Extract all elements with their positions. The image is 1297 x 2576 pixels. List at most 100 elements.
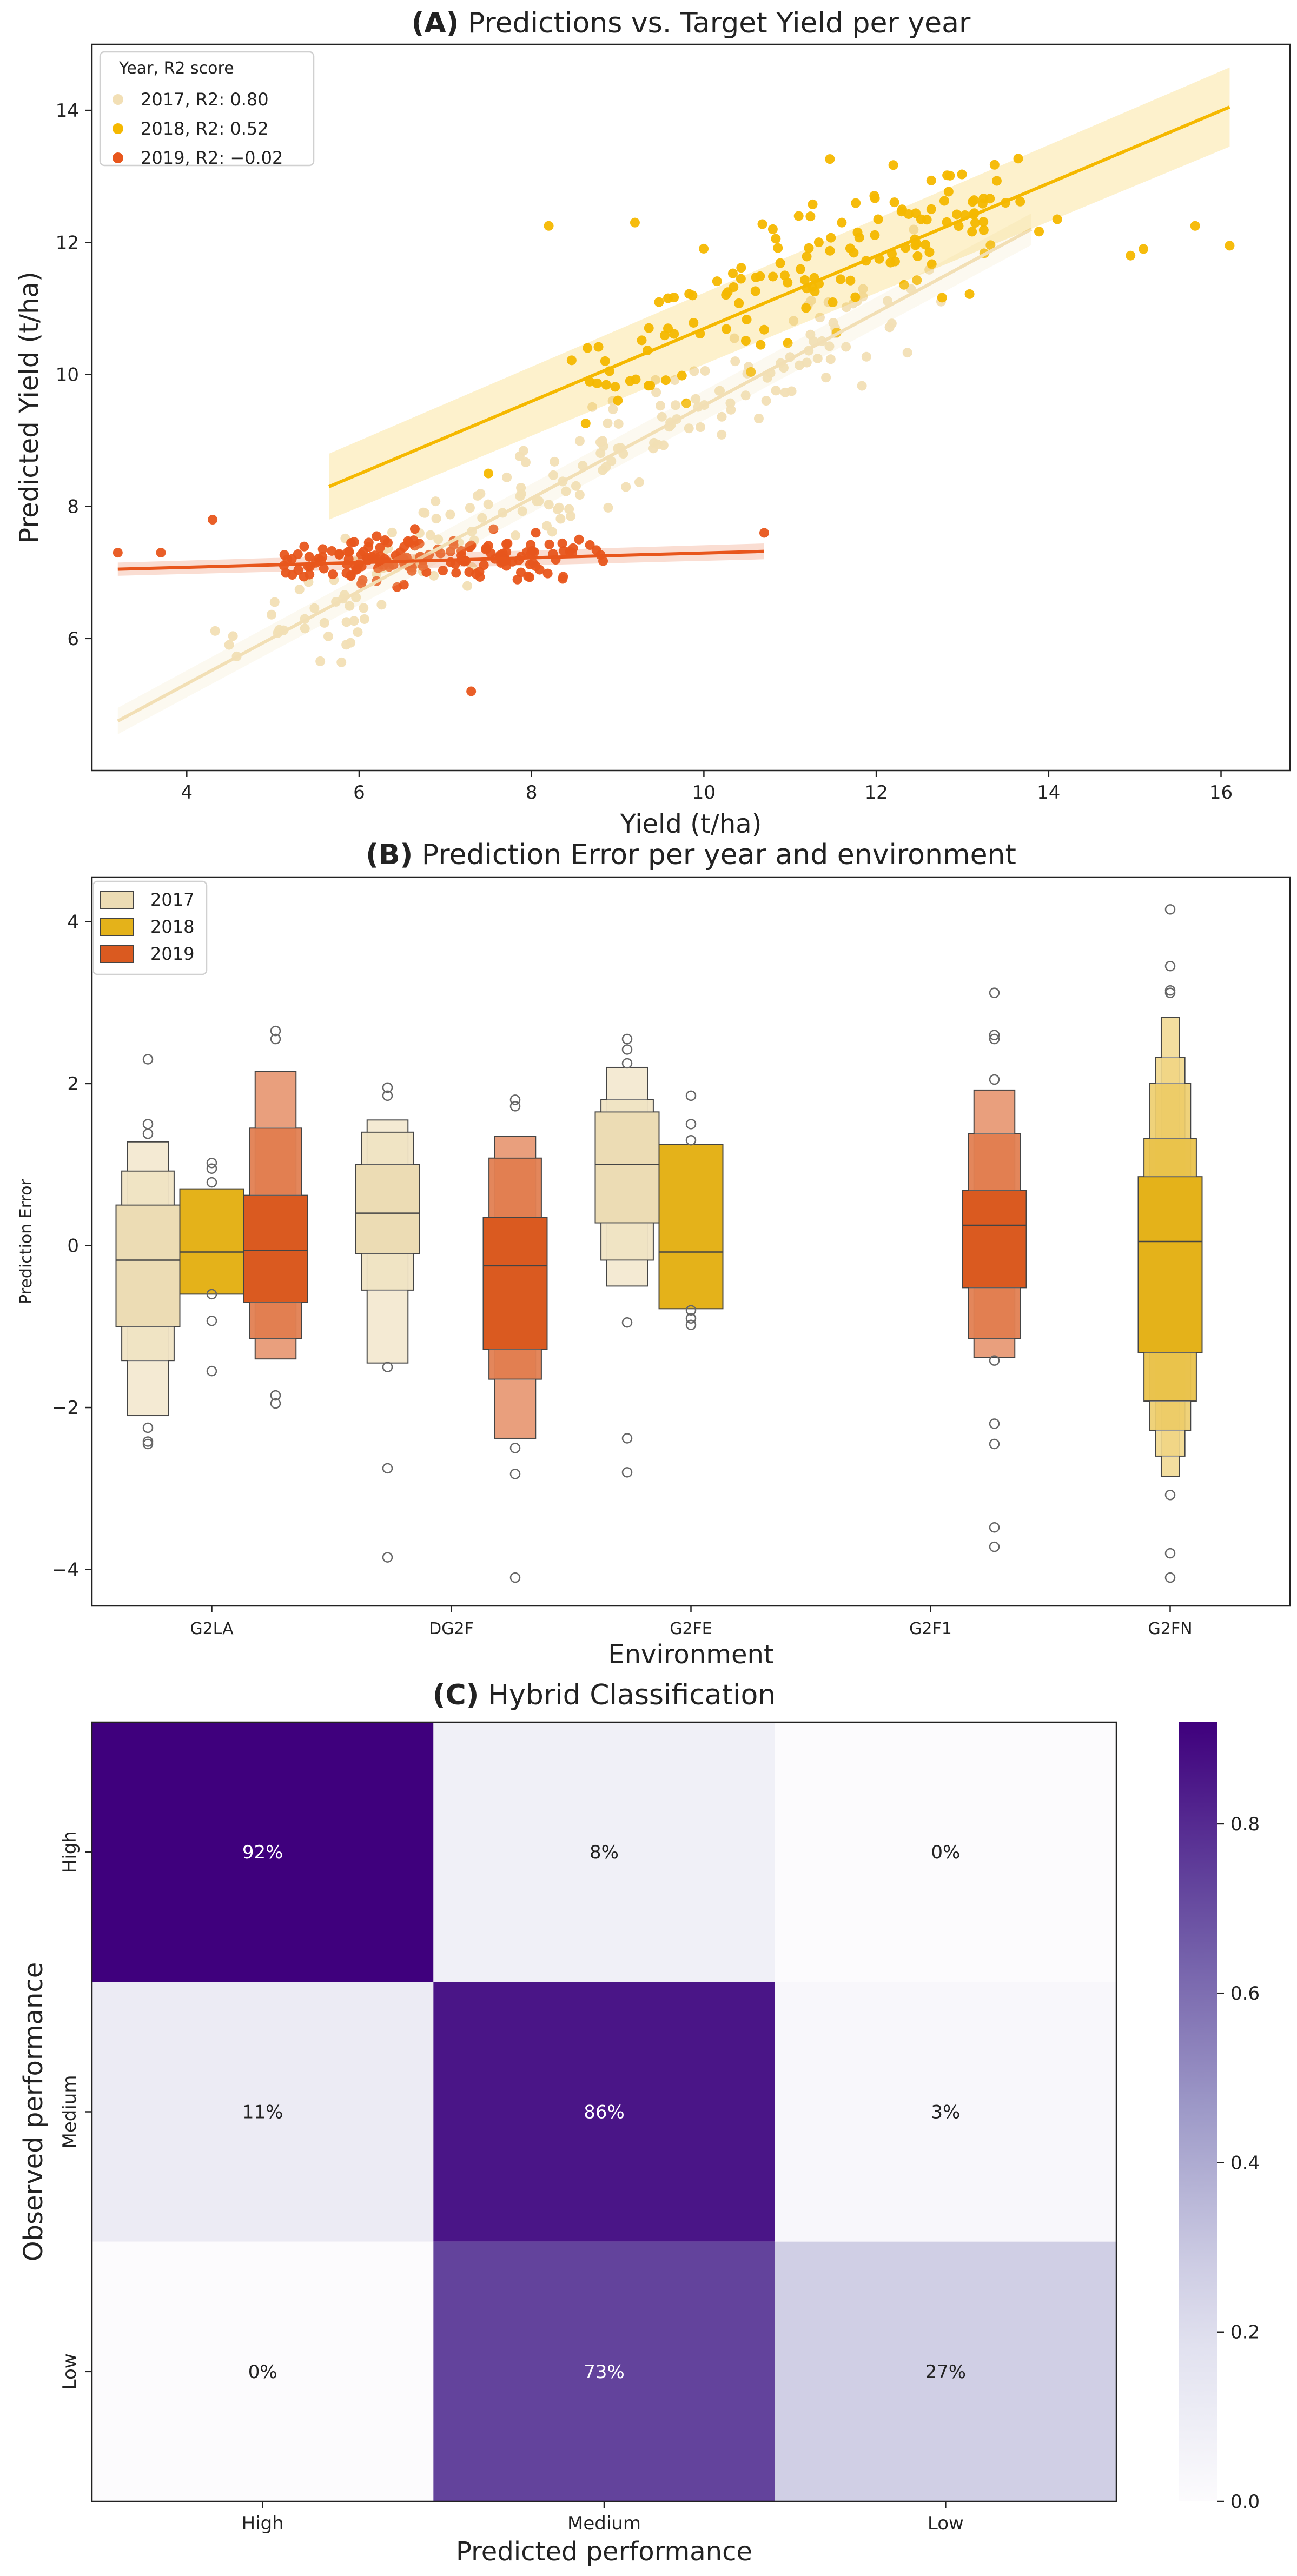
outlier-point [142, 1438, 154, 1450]
colorbar [1179, 1722, 1217, 2501]
boxen-level-shade [128, 1142, 168, 1171]
scatter-point [828, 297, 838, 307]
scatter-point [544, 221, 554, 231]
outlier-point [989, 1030, 1000, 1040]
colorbar-tick-label: 0.4 [1230, 2152, 1260, 2174]
scatter-point [699, 243, 709, 254]
scatter-point [1034, 227, 1044, 237]
scatter-point [525, 559, 535, 569]
boxen-level-shade [362, 1132, 413, 1165]
scatter-point [583, 343, 593, 353]
legend-swatch [100, 918, 134, 936]
scatter-point [462, 581, 473, 591]
boxen-level-shade [489, 1158, 541, 1218]
outlier-point [989, 1418, 1000, 1429]
boxen-box [1137, 1176, 1203, 1353]
scatter-point [813, 237, 824, 248]
scatter-point [550, 456, 560, 467]
outlier-point [685, 1313, 697, 1324]
heatmap-cell [775, 1722, 1116, 1982]
scatter-point [942, 170, 952, 181]
scatter-point [323, 631, 333, 641]
boxen-level-shade [1144, 1352, 1196, 1401]
outlier-point [989, 1074, 1000, 1085]
colorbar-tick-label: 0.0 [1230, 2491, 1260, 2513]
scatter-point [598, 556, 608, 566]
scatter-point [334, 549, 345, 560]
y-axis-label: Predicted Yield (t/ha) [14, 271, 44, 543]
scatter-point [886, 318, 897, 329]
scatter-point [897, 204, 907, 215]
scatter-point [517, 506, 527, 516]
x-tick-label: 8 [526, 782, 538, 804]
scatter-point [359, 603, 369, 613]
outlier-point [142, 1422, 154, 1433]
scatter-point [795, 360, 805, 370]
scatter-point [613, 419, 624, 429]
x-tick-label: 4 [181, 782, 193, 804]
y-tick-label: 0 [67, 1235, 79, 1257]
outlier-point [685, 1119, 697, 1130]
scatter-point [783, 277, 793, 288]
scatter-point [456, 546, 467, 556]
scatter-point [532, 496, 542, 507]
scatter-point [717, 411, 727, 422]
scatter-point [156, 548, 166, 558]
boxen-level-shade [367, 1290, 408, 1363]
outlier-point [206, 1289, 217, 1300]
scatter-point [793, 211, 804, 221]
scatter-point [663, 323, 673, 334]
outlier-point [206, 1316, 217, 1326]
outlier-point [621, 1044, 633, 1055]
scatter-point [689, 366, 699, 376]
y-tick-label: 12 [56, 232, 79, 254]
scatter-point [989, 160, 1000, 170]
scatter-point [1225, 241, 1235, 251]
scatter-point [435, 548, 446, 559]
scatter-point [712, 276, 722, 287]
legend-marker [113, 152, 123, 163]
scatter-point [433, 534, 444, 545]
scatter-point [511, 530, 521, 541]
x-axis-label: Yield (t/ha) [620, 809, 762, 839]
panel-c-title: (C) Hybrid Classification [433, 1679, 776, 1711]
heatmap-cell-label: 92% [242, 1842, 283, 1863]
scatter-point [691, 394, 701, 404]
x-tick-label: 14 [1037, 782, 1060, 804]
scatter-point [328, 569, 338, 580]
scatter-point [828, 317, 838, 328]
scatter-point [750, 286, 760, 296]
outlier-point [382, 1463, 393, 1474]
scatter-point [387, 527, 397, 537]
scatter-point [753, 413, 764, 423]
outlier-point [270, 1025, 281, 1037]
heatmap-cell-label: 0% [931, 1842, 960, 1863]
scatter-point [438, 566, 448, 576]
scatter-point [889, 197, 899, 208]
scatter-point [783, 338, 793, 348]
scatter-point [660, 375, 671, 386]
scatter-point [566, 355, 577, 366]
boxen-box [962, 1190, 1027, 1289]
scatter-point [445, 509, 455, 520]
scatter-point [304, 552, 314, 562]
scatter-point [608, 404, 618, 414]
scatter-point [542, 568, 553, 579]
scatter-point [625, 376, 635, 386]
legend-swatch [100, 945, 134, 963]
scatter-point [527, 546, 538, 556]
heatmap-cell [433, 1722, 775, 1982]
scatter-point [775, 258, 785, 268]
boxen-level-shade [1156, 1430, 1184, 1456]
boxen-level-shade [255, 1338, 296, 1359]
scatter-point [1013, 154, 1023, 164]
outlier-point [621, 1058, 633, 1069]
scatter-point [502, 539, 513, 549]
boxen-level-shade [1156, 1058, 1184, 1084]
scatter-point [574, 436, 585, 446]
scatter-point [399, 580, 409, 590]
scatter-point [957, 169, 967, 180]
scatter-point [372, 531, 382, 541]
scatter-point [841, 342, 851, 352]
scatter-point [849, 248, 859, 258]
